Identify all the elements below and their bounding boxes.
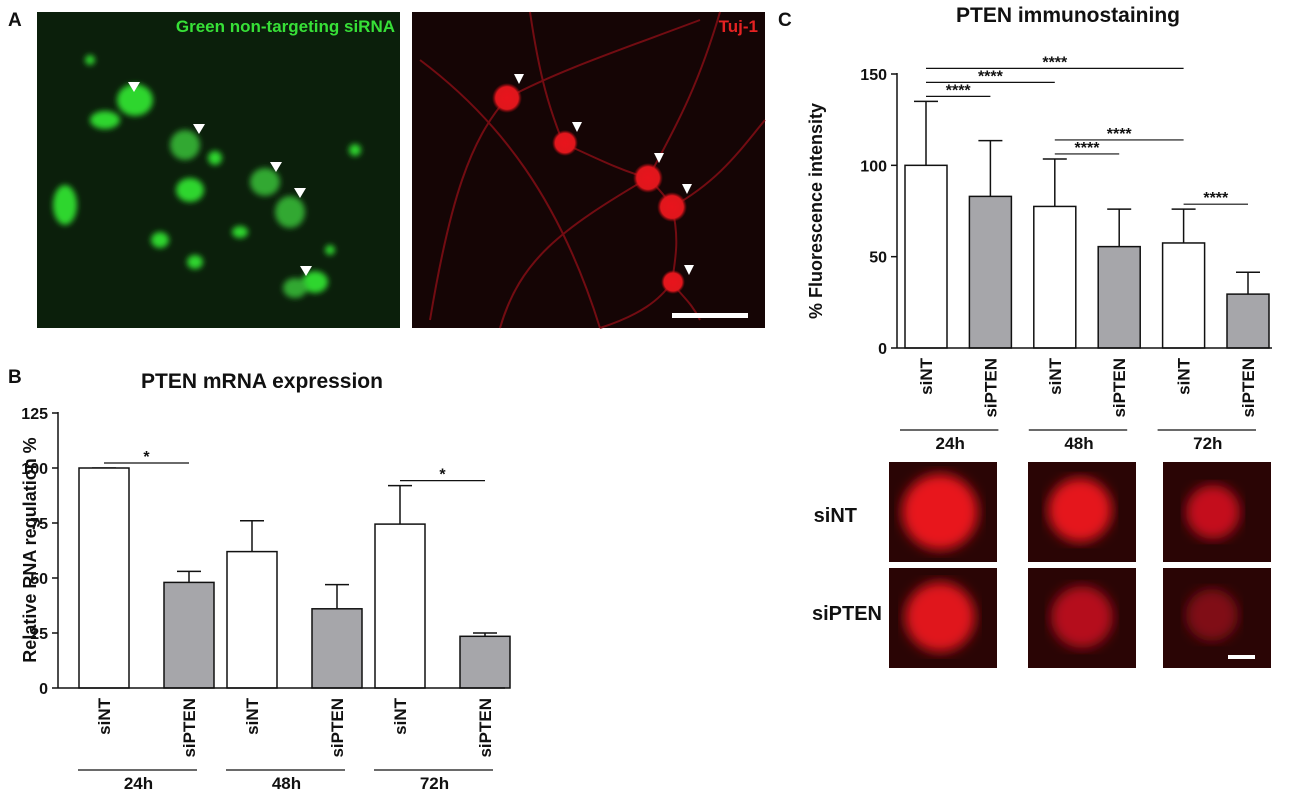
group-label: 48h: [1064, 434, 1093, 453]
x-tick-label: siPTEN: [1110, 358, 1129, 418]
row-label: siPTEN: [812, 603, 882, 625]
x-tick-label: siNT: [1046, 357, 1065, 394]
bar: [78, 467, 130, 689]
y-tick-label: 125: [21, 406, 48, 423]
group-label: 72h: [1193, 434, 1222, 453]
y-axis-label: Relative RNA regulation %: [20, 437, 40, 662]
image-label: Green non-targeting siRNA: [176, 17, 395, 36]
y-tick-label: 0: [878, 341, 887, 358]
significance-label: *: [439, 467, 446, 484]
bar: [1033, 205, 1077, 349]
significance-label: ****: [1107, 126, 1133, 143]
x-tick-label: siNT: [917, 357, 936, 394]
group-label: 48h: [272, 774, 301, 793]
y-axis-label: % Fluorescence intensity: [806, 103, 826, 319]
red-micrograph: Tuj-1: [412, 11, 766, 329]
y-tick-label: 150: [860, 67, 887, 84]
chart-title: PTEN immunostaining: [956, 4, 1180, 27]
row-label: siNT: [814, 505, 857, 527]
group-label: 24h: [124, 774, 153, 793]
y-tick-label: 50: [30, 571, 48, 588]
cell-images: siNT siPTEN: [812, 462, 1271, 668]
bar: [163, 581, 215, 689]
bar: [904, 164, 948, 349]
x-tick-label: siPTEN: [180, 698, 199, 758]
significance-label: ****: [946, 82, 972, 99]
group-label: 24h: [936, 434, 965, 453]
bar: [1097, 245, 1141, 349]
significance-label: ****: [1203, 190, 1229, 207]
significance-label: ****: [1075, 140, 1101, 157]
chart-title: PTEN mRNA expression: [141, 370, 383, 393]
y-tick-label: 75: [30, 516, 48, 533]
y-tick-label: 25: [30, 626, 48, 643]
green-micrograph: Green non-targeting siRNA: [37, 12, 400, 328]
x-tick-label: siPTEN: [476, 698, 495, 758]
y-tick-label: 0: [39, 681, 48, 698]
x-tick-label: siNT: [1175, 357, 1194, 394]
bar: [374, 523, 426, 689]
x-tick-label: siPTEN: [1239, 358, 1258, 418]
x-tick-label: siPTEN: [981, 358, 1000, 418]
bar: [226, 550, 278, 689]
panel-label: C: [778, 10, 792, 31]
x-tick-label: siPTEN: [328, 698, 347, 758]
bar: [311, 608, 363, 689]
image-label: Tuj-1: [719, 17, 758, 36]
y-tick-label: 100: [21, 461, 48, 478]
significance-label: ****: [1042, 54, 1068, 71]
significance-label: *: [143, 449, 150, 466]
x-tick-label: siNT: [391, 697, 410, 734]
x-tick-label: siNT: [95, 697, 114, 734]
x-tick-label: siNT: [243, 697, 262, 734]
bar: [1226, 293, 1270, 349]
bar: [459, 635, 511, 689]
y-tick-label: 100: [860, 158, 887, 175]
panel-label: A: [8, 10, 22, 31]
group-label: 72h: [420, 774, 449, 793]
bar: [968, 195, 1013, 349]
significance-label: ****: [978, 68, 1004, 85]
bar: [1161, 242, 1206, 349]
y-tick-label: 50: [869, 250, 887, 267]
panel-label: B: [8, 367, 22, 388]
